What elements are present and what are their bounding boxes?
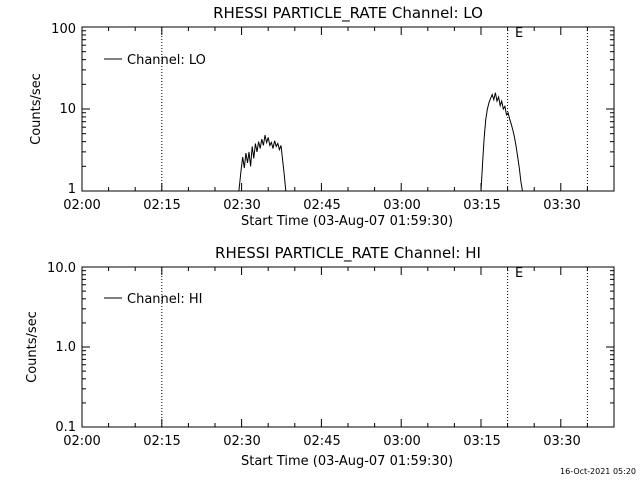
- x-tick-label: 03:30: [543, 434, 580, 449]
- data-series-line: [238, 92, 523, 192]
- x-tick-label: 03:15: [463, 434, 500, 449]
- x-tick-label: 03:00: [383, 434, 420, 449]
- chart-panel-lo: RHESSI PARTICLE_RATE Channel: LO Counts/…: [29, 4, 615, 229]
- x-tick-label: 02:45: [303, 434, 340, 449]
- chart-panel-hi: RHESSI PARTICLE_RATE Channel: HI Counts/…: [25, 244, 615, 469]
- x-tick-label: 02:30: [223, 434, 260, 449]
- x-tick-label: 02:30: [223, 198, 260, 213]
- y-tick-label: 100: [51, 22, 76, 37]
- y-axis-label-hi: Counts/sec: [25, 311, 40, 383]
- x-tick-label: 02:15: [143, 434, 180, 449]
- x-axis-label-lo: Start Time (03-Aug-07 01:59:30): [241, 214, 453, 229]
- x-tick-label: 02:15: [143, 198, 180, 213]
- footer-timestamp: 16-Oct-2021 05:20: [560, 467, 636, 476]
- y-axis-label-lo: Counts/sec: [29, 73, 44, 145]
- chart-title-lo: RHESSI PARTICLE_RATE Channel: LO: [213, 4, 483, 23]
- y-tick-label: 1.0: [55, 340, 76, 355]
- chart-title-hi: RHESSI PARTICLE_RATE Channel: HI: [215, 244, 481, 263]
- event-marker-label: E: [515, 266, 523, 281]
- x-tick-label: 02:45: [303, 198, 340, 213]
- y-tick-label: 10: [59, 102, 76, 117]
- x-tick-label: 02:00: [63, 434, 100, 449]
- x-tick-label: 03:00: [383, 198, 420, 213]
- y-tick-label: 0.1: [55, 420, 76, 435]
- x-axis-label-hi: Start Time (03-Aug-07 01:59:30): [241, 454, 453, 469]
- x-tick-label: 02:00: [63, 198, 100, 213]
- legend-label-lo: Channel: LO: [127, 53, 206, 68]
- y-tick-label: 10.0: [47, 261, 76, 276]
- x-tick-label: 03:30: [543, 198, 580, 213]
- legend-label-hi: Channel: HI: [127, 292, 203, 307]
- y-tick-label: 1: [68, 182, 76, 197]
- x-tick-label: 03:15: [463, 198, 500, 213]
- event-marker-label: E: [515, 26, 523, 41]
